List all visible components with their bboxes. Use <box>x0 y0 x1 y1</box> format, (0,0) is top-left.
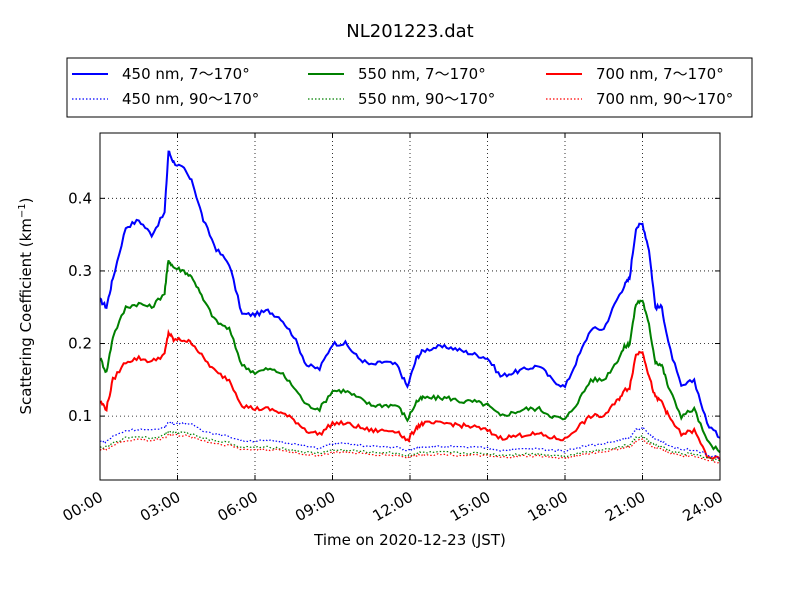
x-tick-label: 15:00 <box>447 488 493 525</box>
y-axis-label-superscript: −1 <box>17 203 28 218</box>
series-layer <box>99 150 721 464</box>
x-tick-label: 12:00 <box>370 488 416 525</box>
legend-label: 700 nm, 90～170° <box>596 90 733 108</box>
x-tick-label: 00:00 <box>60 488 106 525</box>
x-tick-label: 21:00 <box>602 488 648 525</box>
x-tick-label: 24:00 <box>680 488 726 525</box>
legend: 450 nm, 7～170° 550 nm, 7～170° 700 nm, 7～17… <box>66 57 753 118</box>
x-tick-label: 03:00 <box>137 488 183 525</box>
y-axis-label-close: ) <box>17 197 35 203</box>
x-tick-label: 06:00 <box>215 488 261 525</box>
y-axis-label: Scattering Coefficient (km−1) <box>17 197 35 414</box>
y-tick-label: 0.2 <box>68 335 92 353</box>
y-tick-label: 0.1 <box>68 407 92 425</box>
grid <box>100 133 720 480</box>
y-tick-label: 0.4 <box>68 189 92 207</box>
axis-ticks: 00:00 03:00 06:00 09:00 12:00 15:00 18:00 21:00… <box>60 133 726 525</box>
legend-label: 450 nm, 7～170° <box>122 65 250 83</box>
legend-label: 550 nm, 7～170° <box>358 65 486 83</box>
y-tick-label: 0.3 <box>68 262 92 280</box>
x-tick-label: 18:00 <box>525 488 571 525</box>
legend-label: 700 nm, 7～170° <box>596 65 724 83</box>
series-line <box>99 432 721 464</box>
legend-frame <box>66 57 753 118</box>
x-tick-label: 09:00 <box>292 488 338 525</box>
legend-label: 450 nm, 90～170° <box>122 90 259 108</box>
y-axis-label-text: Scattering Coefficient (km <box>17 218 35 414</box>
series-line <box>99 150 721 439</box>
legend-label: 550 nm, 90～170° <box>358 90 495 108</box>
series-line <box>99 328 721 461</box>
series-line <box>99 260 721 454</box>
series-line <box>99 429 721 462</box>
chart-title: NL201223.dat <box>346 21 473 42</box>
x-axis-label: Time on 2020-12-23 (JST) <box>313 531 506 549</box>
